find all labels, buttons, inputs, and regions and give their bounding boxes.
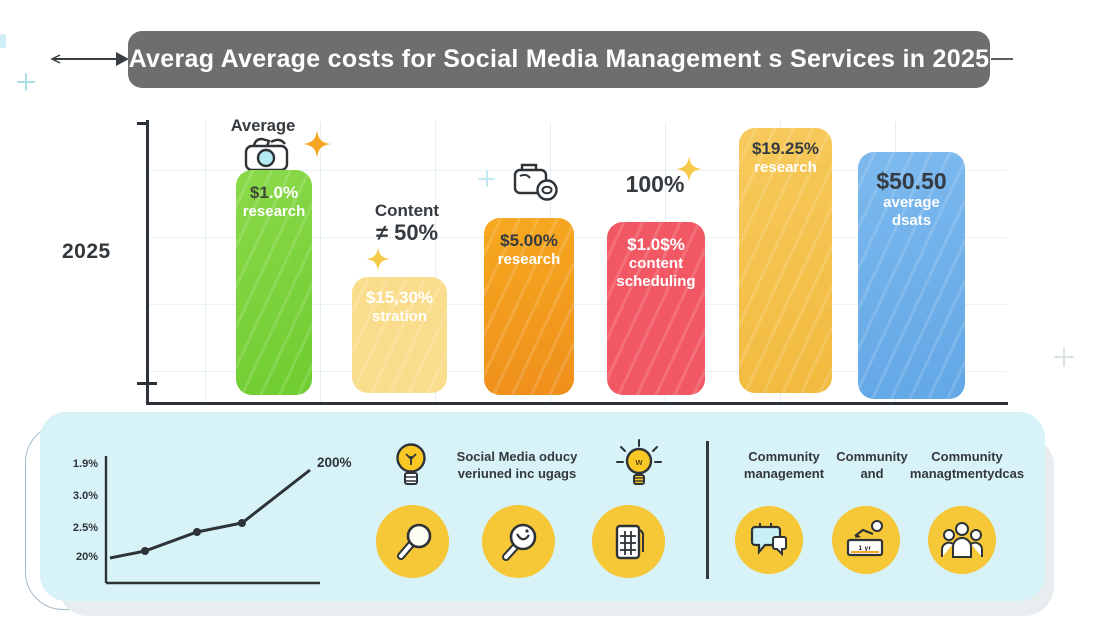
bar-value: $1.0$% <box>627 235 685 254</box>
people-group-icon <box>941 522 983 558</box>
bulb-rays-icon: w <box>616 439 662 485</box>
ytick-label: 1.9% <box>72 458 98 470</box>
growth-glyph: 1 yr <box>859 546 872 552</box>
growth-chart-icon: 1 yr <box>846 520 884 557</box>
bar-value: $5.00% <box>500 231 558 250</box>
gridline <box>205 122 206 402</box>
right-col-title-line: and <box>860 466 884 481</box>
bar-research-green: $1.0% research <box>236 170 312 395</box>
content-value-label: ≠ 50% <box>375 220 439 245</box>
plus-icon <box>478 170 495 187</box>
banner-dash <box>991 58 1013 60</box>
bar-label: research <box>497 251 561 268</box>
camera-clock-icon <box>513 163 558 201</box>
content-label: Content <box>374 201 440 220</box>
bar-label: research <box>242 203 306 220</box>
title-banner: Averag Average costs for Social Media Ma… <box>128 31 990 88</box>
year-label: 2025 <box>62 240 111 263</box>
average-label: Average <box>230 117 296 135</box>
gridline <box>149 170 1006 171</box>
sparkle-icon <box>303 130 331 158</box>
ytick-label: 2.5% <box>72 522 98 534</box>
right-col-title-line: Community <box>836 449 908 464</box>
middle-caption-line2: veriuned inc ugags <box>457 466 577 481</box>
camera-icon <box>244 137 289 172</box>
bar-value: $15,30% <box>365 288 434 307</box>
axis-tick <box>137 122 148 125</box>
right-col-1-title: Community management <box>724 448 844 482</box>
plus-icon <box>1054 347 1074 367</box>
plus-icon <box>17 73 35 91</box>
bar-research-orange: $5.00% research <box>484 218 574 395</box>
line-end-label: 200% <box>317 455 352 470</box>
sparkle-icon <box>366 247 390 271</box>
growth-line-chart <box>104 456 320 585</box>
right-col-3-title: Community managtmentydcas <box>902 448 1032 482</box>
magnifier-face-icon <box>501 523 536 561</box>
middle-caption: Social Media oducy veriuned inc ugags <box>437 448 597 482</box>
sparkle-icon <box>676 156 702 182</box>
circle-people <box>928 506 996 574</box>
page-title: Averag Average costs for Social Media Ma… <box>128 45 990 73</box>
middle-caption-line1: Social Media oducy <box>456 449 578 464</box>
section-divider <box>706 441 709 579</box>
bar-label: content scheduling <box>616 255 696 290</box>
arrow-right-icon <box>50 52 129 66</box>
gridline <box>149 371 1006 372</box>
ytick-label: 3.0% <box>72 490 98 502</box>
right-col-title-line: management <box>743 466 825 481</box>
circle-growth: 1 yr <box>832 506 900 574</box>
bar-label: research <box>754 159 817 176</box>
right-col-title-line: Community <box>748 449 820 464</box>
circle-magnifier-face <box>482 505 555 578</box>
clipboard-icon <box>615 524 644 559</box>
right-col-2-title: Community and <box>827 448 917 482</box>
y-axis <box>146 120 149 404</box>
ytick-label: 20% <box>75 551 98 563</box>
gridline <box>149 304 1006 305</box>
right-col-title-line: managtmentydcas <box>909 466 1025 481</box>
bar-value: $1.0% <box>249 183 299 202</box>
bar-label: average dsats <box>883 194 940 229</box>
bulb-glyph: w <box>634 457 643 467</box>
bar-research-gold: $19.25% research <box>739 128 832 393</box>
chat-bubbles-icon <box>750 523 787 557</box>
gridline <box>149 237 1006 238</box>
axis-tick <box>137 382 157 385</box>
x-axis <box>146 402 1008 405</box>
circle-clipboard <box>592 505 665 578</box>
bar-stration-paleyellow: $15,30% stration <box>352 277 447 393</box>
bar-label: stration <box>371 308 427 325</box>
bar-content-scheduling-red: $1.0$% content scheduling <box>607 222 705 395</box>
bar-value: $50.50 <box>876 168 947 194</box>
circle-magnifier <box>376 505 449 578</box>
gridline <box>320 122 321 402</box>
circle-chat <box>735 506 803 574</box>
bulb-icon <box>396 443 426 485</box>
bar-value: $19.25% <box>751 139 820 158</box>
right-col-title-line: Community <box>931 449 1003 464</box>
gridline <box>435 122 436 402</box>
hundred-percent-label: 100% <box>625 171 685 197</box>
magnifier-icon <box>396 523 431 560</box>
bar-average-dsats-blue: $50.50 average dsats <box>858 152 965 399</box>
edge-mark <box>0 34 6 48</box>
